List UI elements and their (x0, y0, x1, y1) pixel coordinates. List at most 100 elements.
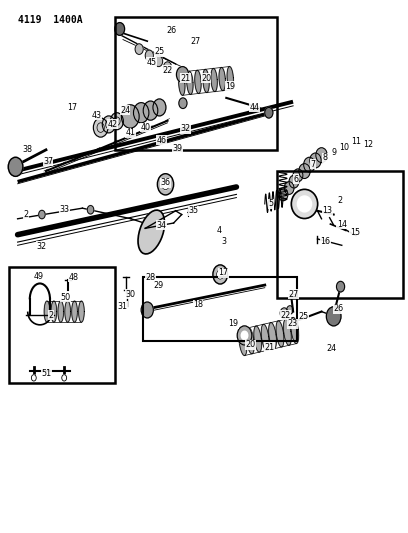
Polygon shape (276, 321, 284, 347)
Ellipse shape (138, 210, 164, 254)
Polygon shape (284, 319, 291, 345)
Circle shape (284, 182, 294, 195)
Text: 24: 24 (326, 344, 337, 353)
Polygon shape (246, 328, 254, 354)
Text: 29: 29 (153, 280, 164, 289)
Text: 2: 2 (23, 210, 28, 219)
Text: 6: 6 (294, 174, 299, 183)
Text: 9: 9 (332, 148, 337, 157)
Text: 36: 36 (160, 178, 171, 187)
Text: 34: 34 (156, 221, 166, 230)
Circle shape (155, 56, 163, 67)
Polygon shape (79, 301, 84, 322)
Polygon shape (239, 329, 247, 356)
Text: 30: 30 (125, 289, 135, 298)
Text: 39: 39 (173, 144, 183, 154)
Text: 20: 20 (201, 74, 211, 83)
Circle shape (143, 101, 158, 120)
Text: 43: 43 (92, 111, 102, 120)
Text: 22: 22 (162, 66, 173, 75)
Text: 48: 48 (69, 272, 78, 281)
Text: 22: 22 (281, 311, 291, 320)
Circle shape (8, 157, 23, 176)
Circle shape (304, 157, 315, 172)
Polygon shape (179, 72, 185, 95)
Text: 17: 17 (218, 268, 228, 277)
Text: 41: 41 (125, 128, 135, 138)
Bar (115, 17, 277, 150)
Circle shape (133, 103, 149, 123)
Circle shape (179, 98, 187, 109)
Circle shape (293, 169, 303, 182)
Circle shape (164, 62, 172, 72)
Text: 21: 21 (264, 343, 275, 352)
Text: 38: 38 (23, 146, 33, 155)
Polygon shape (203, 69, 209, 93)
Polygon shape (268, 322, 277, 349)
Text: 23: 23 (287, 319, 297, 328)
Text: 25: 25 (298, 312, 308, 321)
Text: 50: 50 (60, 293, 71, 302)
Ellipse shape (297, 196, 312, 212)
Text: 33: 33 (59, 205, 69, 214)
Circle shape (176, 67, 188, 83)
Circle shape (278, 188, 288, 201)
Polygon shape (187, 71, 193, 94)
Circle shape (299, 164, 310, 179)
Text: 12: 12 (363, 140, 373, 149)
Text: 2: 2 (48, 311, 53, 320)
Circle shape (93, 118, 108, 137)
Circle shape (217, 270, 224, 279)
Text: 45: 45 (146, 58, 156, 67)
Polygon shape (51, 301, 57, 322)
Text: 13: 13 (323, 206, 333, 215)
Text: 27: 27 (191, 37, 201, 46)
Bar (143, 277, 297, 341)
Text: 24: 24 (120, 106, 130, 115)
Text: 32: 32 (36, 242, 46, 251)
Circle shape (265, 108, 273, 118)
Circle shape (39, 211, 45, 219)
Circle shape (141, 302, 153, 318)
Bar (277, 171, 403, 298)
Text: 46: 46 (156, 136, 166, 145)
Circle shape (316, 148, 327, 163)
Circle shape (102, 116, 115, 133)
Text: 21: 21 (181, 74, 191, 83)
Text: 49: 49 (33, 271, 44, 280)
Bar (9, 266, 115, 383)
Circle shape (135, 44, 143, 54)
Circle shape (280, 308, 288, 318)
Text: 3: 3 (221, 237, 226, 246)
Text: 16: 16 (321, 237, 330, 246)
Polygon shape (211, 68, 217, 92)
Circle shape (31, 375, 36, 381)
Text: 26: 26 (333, 304, 344, 313)
Polygon shape (195, 70, 201, 93)
Circle shape (121, 105, 139, 128)
Text: 28: 28 (145, 272, 155, 281)
Ellipse shape (291, 189, 318, 219)
Circle shape (310, 153, 321, 168)
Circle shape (162, 179, 170, 190)
Text: 35: 35 (189, 206, 199, 215)
Text: 19: 19 (225, 82, 235, 91)
Circle shape (289, 175, 299, 188)
Text: 7: 7 (311, 160, 316, 168)
Text: 37: 37 (43, 157, 53, 166)
Circle shape (237, 326, 252, 345)
Text: 14: 14 (337, 220, 347, 229)
Text: 20: 20 (246, 341, 256, 350)
Polygon shape (58, 301, 64, 322)
Polygon shape (254, 326, 262, 352)
Text: 44: 44 (250, 103, 259, 112)
Text: 4119  1400A: 4119 1400A (18, 14, 82, 25)
Circle shape (337, 281, 345, 292)
Circle shape (87, 206, 94, 214)
Polygon shape (261, 324, 269, 350)
Text: 19: 19 (228, 319, 238, 328)
Circle shape (153, 99, 166, 116)
Text: 32: 32 (181, 124, 191, 133)
Circle shape (287, 306, 293, 314)
Text: 11: 11 (351, 138, 361, 147)
